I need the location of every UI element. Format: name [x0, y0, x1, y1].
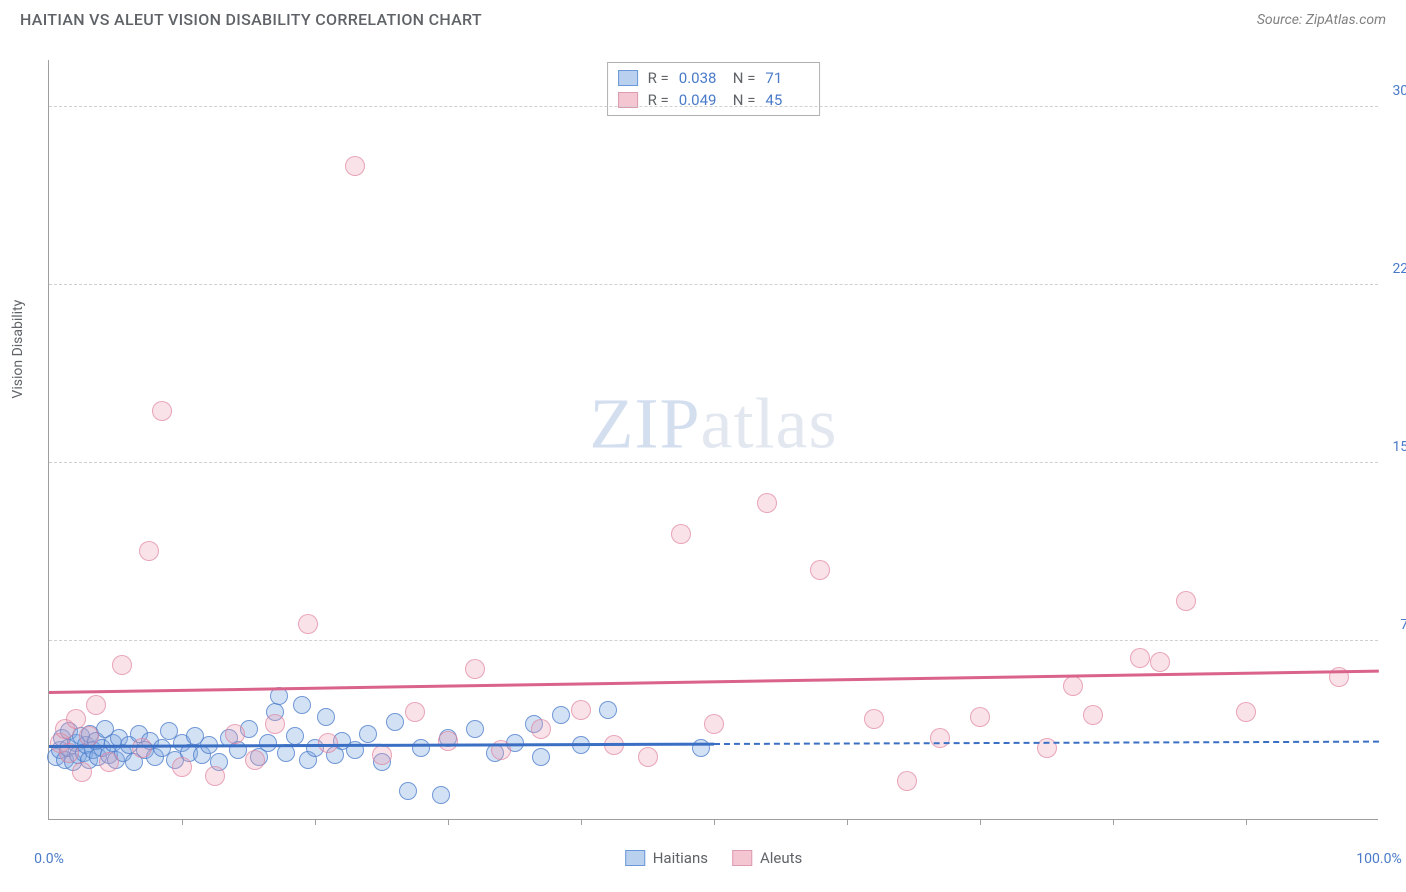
scatter-point: [432, 786, 450, 804]
scatter-point: [1130, 648, 1150, 668]
source-attribution: Source: ZipAtlas.com: [1257, 12, 1386, 28]
scatter-point: [359, 725, 377, 743]
gridline: [49, 106, 1378, 107]
x-tick-label: 0.0%: [34, 851, 64, 867]
scatter-point: [1236, 702, 1256, 722]
scatter-point: [132, 738, 152, 758]
y-axis-label: Vision Disability: [10, 300, 26, 399]
scatter-point: [810, 560, 830, 580]
scatter-point: [245, 750, 265, 770]
x-tick: [182, 819, 183, 825]
scatter-point: [438, 731, 458, 751]
scatter-point: [465, 659, 485, 679]
y-tick-label: 15.0%: [1392, 439, 1406, 455]
scatter-point: [757, 493, 777, 513]
x-tick: [1246, 819, 1247, 825]
x-tick: [315, 819, 316, 825]
scatter-point: [1083, 705, 1103, 725]
legend-series-label: Aleuts: [760, 849, 802, 867]
chart-title: HAITIAN VS ALEUT VISION DISABILITY CORRE…: [20, 10, 482, 29]
x-tick-label: 100.0%: [1356, 851, 1401, 867]
x-tick: [581, 819, 582, 825]
scatter-point: [372, 745, 392, 765]
legend-series-item: Aleuts: [732, 849, 802, 867]
scatter-point: [970, 707, 990, 727]
scatter-point: [152, 401, 172, 421]
scatter-point: [412, 739, 430, 757]
x-tick: [714, 819, 715, 825]
scatter-point: [897, 771, 917, 791]
legend-swatch: [732, 850, 752, 866]
legend-series-item: Haitians: [625, 849, 708, 867]
legend-correlation-box: R =0.038N =71R =0.049N =45: [607, 62, 821, 116]
scatter-point: [1176, 591, 1196, 611]
scatter-point: [571, 700, 591, 720]
legend-correlation-row: R =0.038N =71: [618, 67, 810, 89]
scatter-point: [79, 726, 99, 746]
scatter-point: [259, 734, 277, 752]
plot-area: ZIPatlas R =0.038N =71R =0.049N =45 Hait…: [48, 60, 1378, 820]
scatter-point: [1063, 676, 1083, 696]
scatter-point: [112, 655, 132, 675]
scatter-point: [66, 709, 86, 729]
x-tick: [1113, 819, 1114, 825]
scatter-point: [405, 702, 425, 722]
x-tick: [980, 819, 981, 825]
scatter-point: [1037, 738, 1057, 758]
scatter-point: [466, 720, 484, 738]
scatter-point: [599, 701, 617, 719]
scatter-point: [298, 614, 318, 634]
scatter-point: [172, 757, 192, 777]
scatter-point: [532, 748, 550, 766]
scatter-point: [1150, 652, 1170, 672]
scatter-point: [286, 727, 304, 745]
legend-series: Haitians Aleuts: [625, 849, 803, 867]
scatter-point: [293, 696, 311, 714]
scatter-point: [399, 782, 417, 800]
scatter-point: [692, 739, 710, 757]
scatter-point: [265, 714, 285, 734]
legend-swatch: [618, 70, 638, 86]
legend-series-label: Haitians: [653, 849, 708, 867]
scatter-point: [317, 708, 335, 726]
y-tick-label: 7.5%: [1400, 617, 1406, 633]
scatter-point: [930, 728, 950, 748]
legend-correlation-row: R =0.049N =45: [618, 89, 810, 111]
scatter-point: [704, 714, 724, 734]
scatter-point: [638, 747, 658, 767]
scatter-point: [139, 541, 159, 561]
trend-line: [49, 669, 1379, 693]
scatter-point: [671, 524, 691, 544]
y-tick-label: 30.0%: [1392, 83, 1406, 99]
scatter-point: [72, 762, 92, 782]
gridline: [49, 462, 1378, 463]
scatter-point: [99, 752, 119, 772]
x-tick: [448, 819, 449, 825]
gridline: [49, 640, 1378, 641]
scatter-point: [225, 724, 245, 744]
scatter-point: [345, 156, 365, 176]
gridline: [49, 284, 1378, 285]
legend-swatch: [625, 850, 645, 866]
scatter-point: [864, 709, 884, 729]
scatter-point: [86, 695, 106, 715]
scatter-point: [552, 706, 570, 724]
scatter-point: [205, 766, 225, 786]
x-tick: [847, 819, 848, 825]
watermark: ZIPatlas: [590, 383, 838, 466]
y-tick-label: 22.5%: [1392, 261, 1406, 277]
chart-container: Vision Disability ZIPatlas R =0.038N =71…: [48, 60, 1378, 820]
scatter-point: [531, 719, 551, 739]
scatter-point: [386, 713, 404, 731]
